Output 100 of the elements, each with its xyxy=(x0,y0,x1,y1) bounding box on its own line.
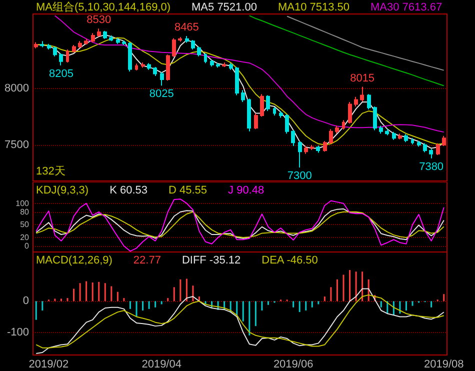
x-tick-label: 2019/06 xyxy=(273,358,314,370)
y-tick-label: -100 xyxy=(6,326,29,338)
text: 22.77 xyxy=(133,254,161,266)
text: DEA -46.50 xyxy=(262,254,318,266)
candlestick xyxy=(379,125,383,134)
candlestick xyxy=(247,98,251,132)
y-tick-label: 8000 xyxy=(4,82,29,94)
chart-title: MACD(12,26,9) xyxy=(36,254,112,266)
annotation: 8025 xyxy=(149,88,174,100)
candlestick xyxy=(210,59,214,67)
candlestick xyxy=(191,39,195,50)
annotation: 8530 xyxy=(86,14,112,26)
candlestick xyxy=(279,110,283,118)
line-series xyxy=(286,16,444,71)
candlestick xyxy=(116,38,120,44)
y-tick-label: 0 xyxy=(22,295,29,308)
y-tick-label: 0 xyxy=(24,242,30,251)
candlestick xyxy=(442,135,446,147)
candlestick xyxy=(216,62,220,68)
candlestick xyxy=(53,46,57,57)
candlestick xyxy=(141,62,145,68)
candlestick xyxy=(147,62,151,70)
candlestick xyxy=(429,148,433,159)
series-label: J 90.48 xyxy=(228,184,264,196)
annotation: 8205 xyxy=(48,68,74,80)
candlestick xyxy=(178,36,182,42)
candlestick xyxy=(103,30,107,40)
candlestick xyxy=(128,42,132,72)
candlestick xyxy=(235,66,239,96)
candlestick xyxy=(298,140,302,168)
y-tick-label: 100 xyxy=(16,198,30,208)
line-series xyxy=(36,294,444,348)
annotation: 8015 xyxy=(350,72,375,84)
candlestick xyxy=(222,62,226,68)
chart-title: KDJ(9,3,3) xyxy=(36,184,89,196)
chart-title: MA组合(5,10,30,144,169,0) xyxy=(36,0,171,14)
candlestick xyxy=(254,112,258,130)
candlestick xyxy=(72,44,76,53)
candlestick xyxy=(160,72,164,86)
candlestick xyxy=(166,54,170,82)
line-series xyxy=(248,15,444,86)
candlestick xyxy=(135,63,138,71)
candlestick xyxy=(34,42,38,49)
line-series xyxy=(36,198,444,252)
y-tick-label: 7500 xyxy=(4,138,29,151)
y-tick-label: 20 xyxy=(20,232,30,242)
annotation: 7380 xyxy=(419,160,444,173)
candlestick xyxy=(329,128,333,144)
candlestick xyxy=(84,38,88,45)
candlestick xyxy=(423,142,427,153)
candlestick xyxy=(197,46,201,57)
text: MA30 7613.67 xyxy=(370,2,442,14)
candlestick xyxy=(310,144,314,150)
candlestick xyxy=(316,144,320,154)
candlestick xyxy=(373,106,377,131)
candlestick xyxy=(122,40,126,46)
candlestick xyxy=(398,133,402,140)
candlestick xyxy=(185,36,189,44)
candlestick xyxy=(291,130,295,147)
candlestick xyxy=(172,38,176,58)
candlestick xyxy=(360,86,364,102)
series-label: D 45.55 xyxy=(168,184,208,196)
annotation: 132天 xyxy=(36,166,66,178)
candlestick xyxy=(354,96,358,108)
candlestick xyxy=(285,114,289,134)
candlestick xyxy=(417,140,421,148)
line-series xyxy=(36,288,444,354)
x-tick-label: 2019/02 xyxy=(28,358,69,370)
candlestick xyxy=(47,43,51,50)
candlestick xyxy=(40,40,44,48)
candlestick xyxy=(348,102,352,124)
text: DIFF -35.12 xyxy=(182,254,241,266)
candlestick xyxy=(78,40,82,48)
candlestick xyxy=(323,140,327,152)
candlestick xyxy=(109,34,113,42)
candlestick xyxy=(241,90,245,103)
candlestick xyxy=(273,106,276,116)
candlestick xyxy=(59,52,63,66)
candlestick xyxy=(392,131,396,140)
annotation: 8465 xyxy=(174,22,199,34)
text: MA5 7521.00 xyxy=(192,2,257,14)
candlestick xyxy=(342,120,345,130)
y-tick-label: 80 xyxy=(20,207,30,216)
candlestick xyxy=(204,52,207,64)
series-label: K 60.53 xyxy=(110,184,148,196)
x-tick-label: 2019/08 xyxy=(424,358,464,370)
text: MA10 7513.50 xyxy=(278,2,350,14)
candlestick xyxy=(367,94,371,110)
candlestick xyxy=(436,142,440,156)
candlestick xyxy=(266,94,270,112)
candlestick xyxy=(97,28,101,38)
candlestick xyxy=(229,62,233,70)
candlestick xyxy=(404,134,408,143)
candlestick xyxy=(153,66,157,77)
candlestick xyxy=(335,125,339,134)
candlestick xyxy=(91,32,95,43)
candlestick xyxy=(304,146,308,154)
candlestick xyxy=(385,128,389,136)
y-tick-label: 50 xyxy=(20,220,30,230)
annotation: 7300 xyxy=(287,170,312,182)
